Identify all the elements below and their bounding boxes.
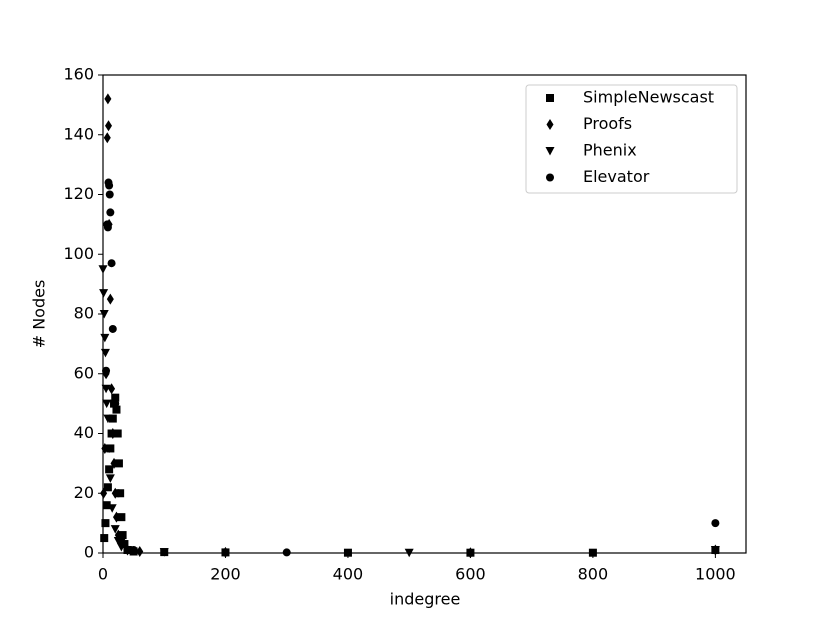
legend-label: SimpleNewscast [583,88,714,107]
point [103,223,112,232]
legend-label: Proofs [583,114,632,133]
point [110,457,118,469]
point [101,519,110,528]
point [102,366,111,375]
point [105,474,115,483]
point [711,519,720,528]
legend-box [525,84,738,194]
x-axis-label: indegree [390,590,461,609]
point [103,483,112,492]
y-tick-label: 80 [74,304,94,323]
point [136,546,144,558]
point [117,513,126,522]
point [102,399,112,409]
legend-label: Elevator [583,167,650,186]
point [114,489,123,498]
point [109,428,117,439]
point [105,120,113,132]
point [102,501,111,510]
point [101,384,111,394]
point [112,511,120,523]
point [113,429,122,438]
point [99,310,109,319]
x-tick-label: 400 [333,565,364,584]
point [103,414,113,424]
x-tick-label: 200 [210,565,241,584]
point [106,208,115,217]
y-tick-label: 40 [74,423,94,442]
point [108,324,117,333]
point [99,289,109,298]
y-tick-label: 60 [74,363,94,382]
y-tick-label: 100 [63,244,94,263]
point [546,173,554,182]
point [104,93,112,105]
point [107,504,117,513]
point [117,534,126,543]
point [100,487,108,499]
plot-frame [102,74,747,554]
point [122,546,132,555]
point [100,534,109,543]
x-tick-label: 1000 [695,565,736,584]
y-tick-label: 140 [63,124,94,143]
y-tick-label: 0 [84,543,94,562]
point [105,181,114,190]
point [545,147,555,156]
point [103,132,111,144]
point [110,525,120,534]
point [107,259,116,268]
point [108,414,117,423]
point [159,548,169,557]
point [546,119,554,130]
point [116,543,126,552]
x-tick-label: 0 [98,565,108,584]
x-tick-label: 800 [578,565,609,584]
y-tick-label: 20 [74,483,94,502]
y-tick-label: 120 [63,184,94,203]
point [129,546,138,555]
legend-label: Phenix [583,141,637,160]
y-tick-label: 160 [63,65,94,84]
point [106,293,114,305]
point [111,399,120,408]
point [546,94,554,102]
point [114,459,123,468]
x-tick-label: 600 [455,565,486,584]
point [105,190,114,199]
point [710,546,720,555]
point [104,444,114,453]
point [111,393,120,402]
point [112,405,121,414]
y-axis-label: # Nodes [30,280,49,349]
point [105,465,114,474]
